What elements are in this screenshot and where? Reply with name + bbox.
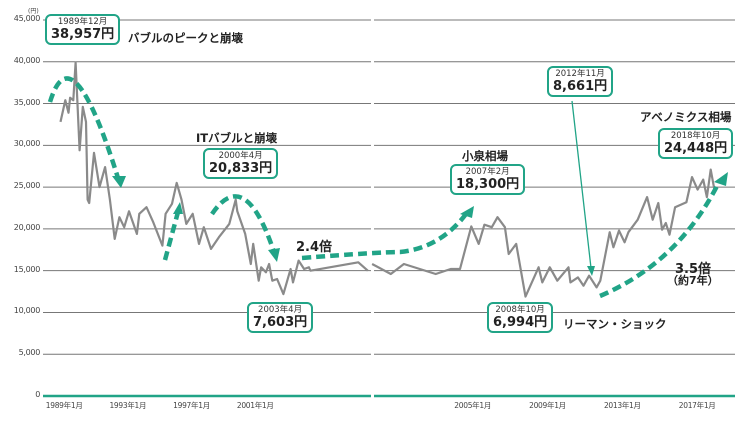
pointer-line-2012 [571, 100, 592, 269]
y-tick-label: 10,000 [13, 306, 41, 316]
callout-date: 2000年4月 [218, 151, 263, 161]
y-tick-label: 5,000 [18, 348, 41, 358]
callout-abenomics: 2018年10月 24,448円 [658, 128, 734, 159]
x-tick-label: 2005年1月 [454, 401, 492, 410]
x-tick-label: 2013年1月 [603, 401, 641, 410]
callout-value: 6,994円 [493, 315, 548, 330]
arrowhead [112, 176, 126, 188]
callout-date: 2018年10月 [670, 131, 721, 141]
callout-date: 2007年2月 [465, 167, 510, 177]
label-koizumi: 小泉相場 [462, 149, 508, 163]
callout-it-bubble: 2000年4月 20,833円 [203, 148, 279, 179]
label-lehman: リーマン・ショック [563, 317, 667, 331]
y-tick-label: 25,000 [13, 181, 41, 191]
callout-lehman: 2008年10月 6,994円 [487, 302, 554, 333]
callout-value: 18,300円 [456, 177, 520, 192]
y-tick-label: 45,000 [13, 14, 41, 23]
callout-value: 20,833円 [209, 161, 273, 176]
callout-low-2012: 2012年11月 8,661円 [547, 66, 614, 97]
callout-bubble-peak: 1989年12月 38,957円 [45, 14, 121, 45]
y-tick-label: 35,000 [13, 97, 41, 107]
x-tick-label: 1993年1月 [109, 401, 147, 410]
callout-date: 1989年12月 [57, 17, 108, 27]
arrowhead [714, 172, 728, 186]
label-it-bubble: ITバブルと崩壊 [196, 131, 278, 145]
y-tick-label: 40,000 [13, 55, 41, 65]
callout-date: 2003年4月 [258, 305, 303, 315]
x-tick-label: 2009年1月 [529, 401, 566, 410]
callout-value: 8,661円 [553, 79, 608, 94]
it-bubble-arc-arrow [210, 194, 277, 253]
abenomics-arrow [599, 179, 723, 299]
callout-value: 24,448円 [664, 141, 728, 156]
x-tick-label: 1997年1月 [173, 401, 210, 410]
ratio-2-4: 2.4倍 [296, 240, 333, 255]
callout-value: 38,957円 [51, 27, 115, 42]
y-tick-label: 15,000 [13, 264, 41, 274]
y-unit: (円) [28, 8, 39, 15]
rebound-arrow-1997 [162, 211, 181, 261]
trend-arrows [47, 76, 723, 299]
y-tick-label: 0 [35, 390, 40, 399]
label-abenomics: アベノミクス相場 [640, 110, 732, 124]
arrowhead [460, 206, 474, 218]
x-tick-label: 2017年1月 [678, 401, 716, 410]
callout-koizumi: 2007年2月 18,300円 [450, 164, 526, 195]
callout-low-2003: 2003年4月 7,603円 [247, 302, 314, 333]
ratio-3-5-note: （約7年） [667, 274, 719, 287]
arrowhead [268, 248, 280, 262]
arrowhead [173, 202, 183, 214]
callout-date: 2012年11月 [555, 69, 605, 79]
y-tick-label: 30,000 [13, 139, 41, 149]
y-tick-label: 20,000 [13, 222, 41, 232]
x-tick-label: 1989年1月 [45, 401, 83, 410]
index-series-line-panel-1 [59, 61, 369, 296]
callout-value: 7,603円 [253, 315, 308, 330]
index-series-line-panel-2 [371, 168, 716, 298]
pointer-arrowhead [587, 266, 595, 276]
ratio-3-5: 3.5倍 [675, 262, 712, 277]
arrowheads [112, 172, 728, 262]
recovery-arrow-2003 [301, 212, 468, 261]
bubble-arc-arrow [47, 76, 121, 179]
label-bubble-peak: バブルのピークと崩壊 [128, 31, 243, 45]
callout-date: 2008年10月 [495, 305, 545, 315]
x-tick-label: 2001年1月 [236, 401, 274, 410]
